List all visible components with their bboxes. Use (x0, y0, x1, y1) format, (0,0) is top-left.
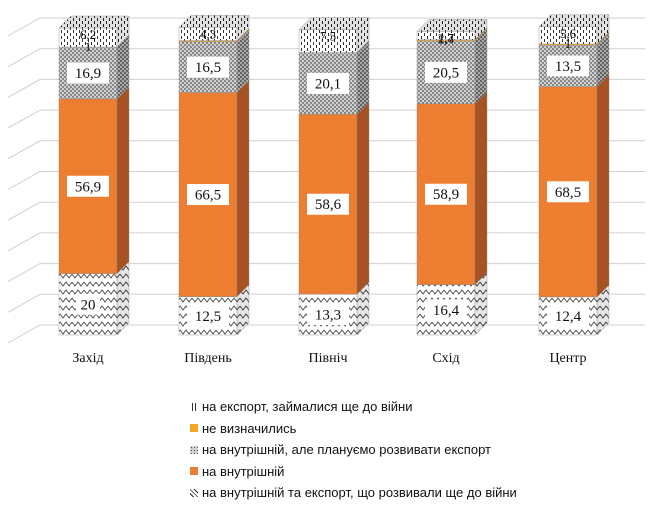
data-label: 13,3 (315, 308, 341, 324)
bar-segment-side (356, 40, 370, 115)
data-label: 7,5 (320, 29, 336, 44)
category-label: Центр (549, 351, 586, 366)
bar-segment-side (356, 101, 370, 295)
legend-item: не визначились (190, 418, 645, 440)
legend-label: на внутрішній, але плануємо розвивати ек… (202, 442, 491, 458)
legend-item: на внутрішній, але плануємо розвивати ек… (190, 439, 645, 461)
data-labels: 2056,916,916,212,566,516,54,313,358,620,… (67, 26, 589, 327)
bar-top (178, 15, 250, 28)
data-label: 1 (85, 39, 92, 54)
bar-top (416, 19, 488, 32)
bar-segment-side (596, 74, 610, 298)
data-label-bg (307, 193, 349, 215)
data-label: 56,9 (75, 179, 101, 195)
data-label-bg (67, 175, 109, 197)
bars (58, 14, 610, 336)
data-label-bg (187, 184, 229, 206)
data-label: 20 (81, 297, 96, 313)
data-label: 58,6 (315, 197, 342, 213)
data-label: 12,4 (555, 309, 582, 325)
legend-swatch (190, 445, 198, 454)
data-label: 16,9 (75, 66, 101, 82)
category-label: Схід (432, 351, 459, 366)
data-label: 66,5 (195, 188, 221, 204)
category-label: Захід (72, 351, 103, 366)
data-label: 4,3 (200, 26, 216, 41)
data-label-bg (76, 293, 100, 315)
gridline (7, 17, 645, 37)
legend-item: на експорт, займалися ще до війни (190, 396, 645, 418)
data-label: 6,2 (80, 27, 96, 42)
data-label: 58,9 (433, 187, 459, 203)
legend: на експорт, займалися ще до війни не визн… (190, 396, 645, 504)
legend-item: на внутрішній (190, 461, 645, 483)
data-label-bg (307, 304, 349, 326)
category-label: Північ (308, 351, 347, 366)
data-label: 16,5 (195, 60, 221, 76)
bar-stack-2 (298, 17, 370, 336)
category-label: Південь (184, 351, 231, 366)
data-label-bg (547, 55, 589, 77)
legend-label: на внутрішній та експорт, що розвивали щ… (202, 485, 517, 501)
legend-swatch (190, 467, 198, 476)
data-label-bg (187, 56, 229, 78)
bar-top (538, 14, 610, 27)
data-label-bg (547, 305, 589, 327)
data-label: 1 (565, 36, 572, 51)
data-label: 1,4 (438, 32, 455, 47)
data-label: 5,6 (560, 26, 577, 41)
bar-top (58, 15, 130, 29)
bar-segment-side (116, 86, 130, 275)
data-label: 20,1 (315, 76, 341, 92)
data-label: 12,5 (195, 309, 221, 325)
bar-segment-side (236, 79, 250, 298)
bar-segment-side (474, 91, 488, 286)
data-label-bg (425, 61, 467, 83)
legend-swatch (190, 402, 198, 411)
data-label: 20,5 (433, 65, 459, 81)
data-label-bg (187, 305, 229, 327)
data-label: 68,5 (555, 185, 581, 201)
data-label-bg (425, 183, 467, 205)
data-label-bg (67, 62, 109, 84)
legend-swatch (190, 488, 198, 497)
data-label: 13,5 (555, 59, 581, 75)
data-label: 2,7 (438, 30, 455, 45)
legend-swatch (190, 424, 198, 433)
legend-label: на внутрішній (202, 463, 285, 479)
legend-item: на внутрішній та експорт, що розвивали щ… (190, 482, 645, 504)
data-label: 16,4 (433, 303, 460, 319)
data-label-bg (425, 299, 467, 321)
data-label-bg (547, 181, 589, 203)
bar-top (298, 17, 370, 30)
bar-segment-side (474, 28, 488, 105)
category-labels: Захід Південь Північ Схід Центр (72, 351, 586, 366)
legend-label: на експорт, займалися ще до війни (202, 399, 413, 415)
data-label-bg (307, 72, 349, 94)
legend-label: не визначились (202, 420, 297, 436)
bar-segment-side (116, 261, 130, 336)
